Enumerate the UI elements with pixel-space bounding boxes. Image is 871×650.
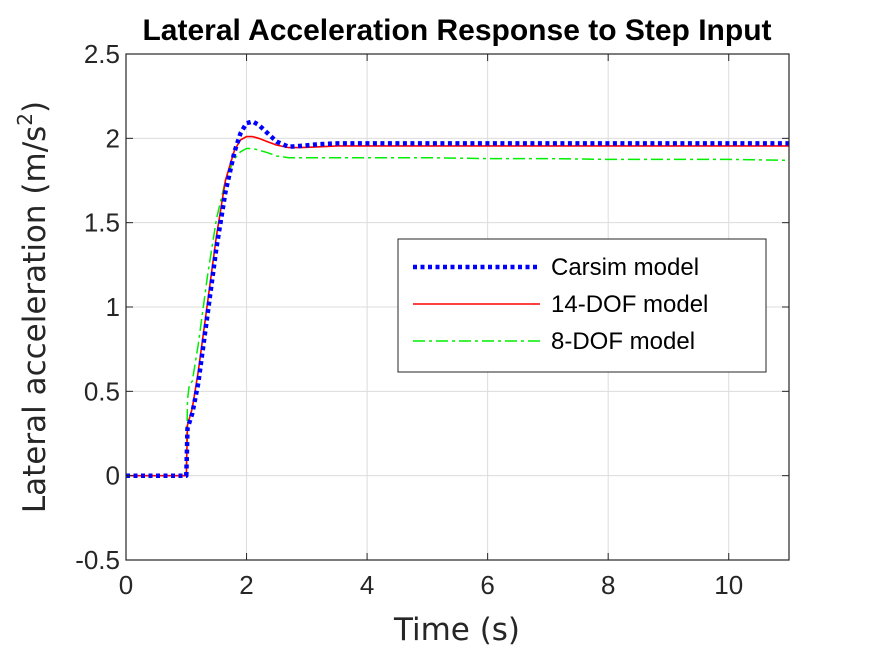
y-tick-label: 1.5 [84, 208, 120, 238]
legend-items: Carsim model 14-DOF model 8-DOF model [413, 254, 708, 355]
x-tick-label: 4 [360, 570, 374, 600]
x-tick-label: 2 [239, 570, 253, 600]
tick-labels: 0 2 4 6 8 10-0.500.511.522.5 [75, 39, 743, 600]
y-axis-label-text: Lateral acceleration (m/s [17, 126, 53, 513]
series-line-1 [126, 135, 789, 477]
y-tick-label: 0 [106, 461, 120, 491]
legend-label-2: 8-DOF model [551, 328, 695, 355]
y-tick-label: -0.5 [75, 545, 120, 575]
y-axis-label-close: ) [17, 101, 53, 113]
series-line-2 [126, 147, 790, 477]
legend-box [397, 238, 767, 373]
series-line-0 [126, 119, 789, 478]
y-tick-label: 2.5 [84, 39, 120, 69]
chart-title: Lateral Acceleration Response to Step In… [142, 14, 771, 47]
x-tick-label: 0 [119, 570, 133, 600]
y-axis-label: Lateral acceleration (m/s2) [13, 101, 53, 513]
y-tick-label: 0.5 [84, 376, 120, 406]
legend: Carsim model 14-DOF model 8-DOF model [397, 238, 767, 373]
x-axis-label: Time (s) [393, 612, 520, 648]
legend-label-1: 14-DOF model [551, 291, 708, 318]
y-tick-label: 1 [106, 292, 120, 322]
x-tick-label: 10 [714, 570, 743, 600]
legend-label-0: Carsim model [551, 254, 699, 281]
x-tick-label: 8 [601, 570, 615, 600]
x-tick-label: 6 [480, 570, 494, 600]
y-tick-label: 2 [106, 123, 120, 153]
y-axis-label-exponent: 2 [13, 113, 37, 126]
series-layer [126, 119, 790, 478]
ticks [125, 53, 789, 561]
